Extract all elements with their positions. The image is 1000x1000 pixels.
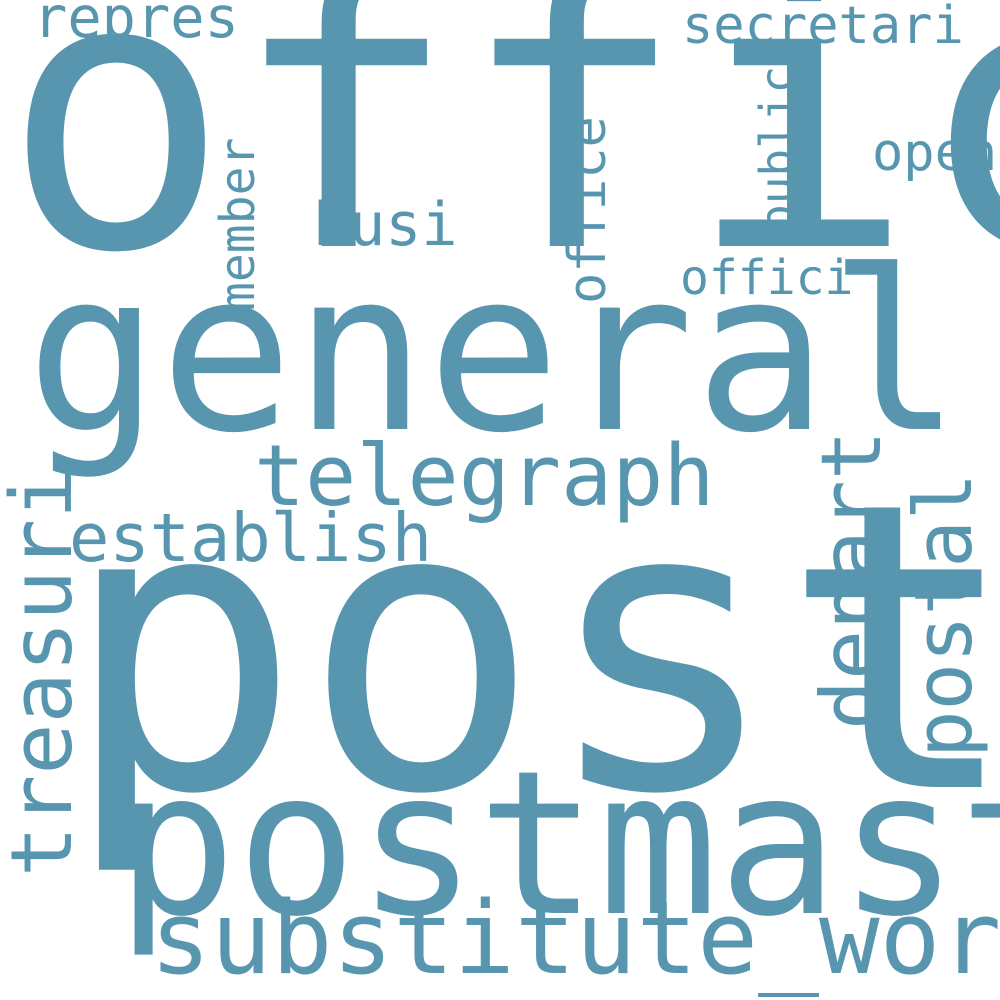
word-treasuri: treasuri <box>0 467 92 877</box>
word-busi: busi <box>313 190 458 260</box>
word-general: general <box>26 224 962 482</box>
word-open: open <box>872 123 998 183</box>
word-telegraph: telegraph <box>254 427 715 526</box>
word-public: public <box>750 65 804 232</box>
word-member: member <box>210 137 266 311</box>
word-post: post <box>62 418 1000 881</box>
word-substitute-word: substitute_word <box>150 879 1000 997</box>
word-office: office <box>558 116 618 304</box>
word-postmast: postmast <box>116 728 1000 961</box>
word-repres: repres <box>33 0 239 51</box>
word-secretari: secretari <box>682 0 964 56</box>
word-offici: offici <box>680 250 854 306</box>
word-postal: postal <box>898 472 990 758</box>
word-establish: establish <box>69 499 433 577</box>
word-depart: depart <box>803 430 900 730</box>
word-offic: offic <box>2 0 1000 336</box>
